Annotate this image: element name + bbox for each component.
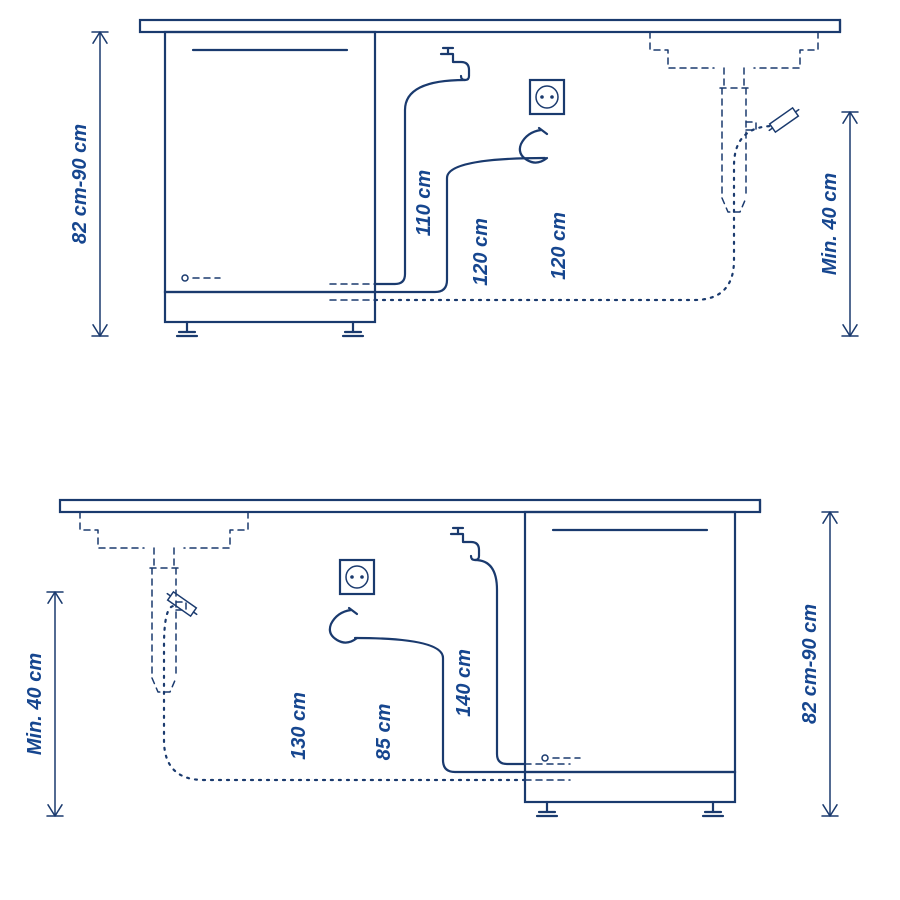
dim-min40-top <box>842 112 858 336</box>
dim-height-top <box>92 32 108 336</box>
water-tap <box>451 528 479 560</box>
dim-height-bot-label: 82 cm-90 cm <box>799 604 821 724</box>
dim-height-top-label: 82 cm-90 cm <box>69 124 91 244</box>
power-plug <box>330 608 357 643</box>
diagram-bottom <box>47 500 838 816</box>
dishwasher <box>165 32 375 336</box>
power-socket <box>340 560 374 594</box>
dim-min40-bot <box>47 592 63 816</box>
drain-connector <box>164 590 199 619</box>
dishwasher <box>525 512 735 816</box>
label-water-bot: 140 cm <box>453 649 475 717</box>
label-drain-bot: 130 cm <box>288 692 310 760</box>
drain-connector <box>766 106 801 135</box>
diagram-top <box>92 20 858 336</box>
dim-min40-bot-label: Min. 40 cm <box>24 653 46 755</box>
countertop <box>140 20 840 32</box>
dim-height-bot <box>822 512 838 816</box>
dim-min40-top-label: Min. 40 cm <box>819 173 841 275</box>
water-tap <box>441 48 469 80</box>
sink-drain <box>80 512 248 692</box>
power-socket <box>530 80 564 114</box>
label-power-bot: 85 cm <box>373 704 395 761</box>
label-drain-top: 120 cm <box>548 212 570 280</box>
label-power-top: 120 cm <box>470 218 492 286</box>
label-water-top: 110 cm <box>413 170 435 236</box>
countertop <box>60 500 760 512</box>
